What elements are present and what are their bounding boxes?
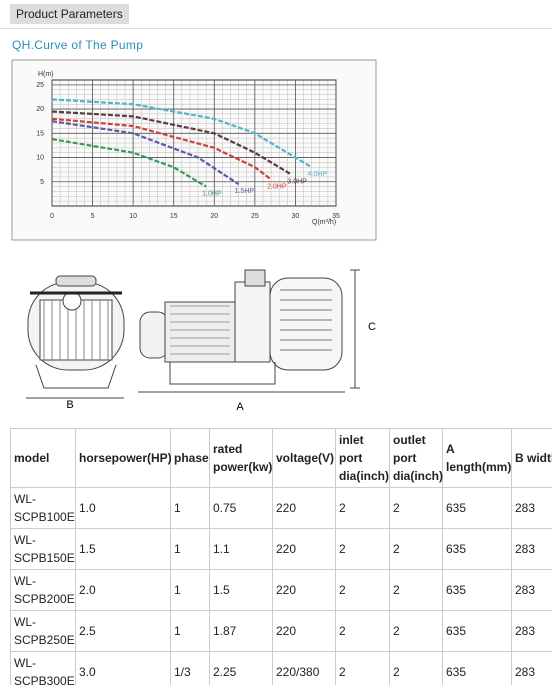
- pump-front: [26, 275, 125, 399]
- cell: 283: [511, 487, 552, 529]
- y-tick-label: 20: [36, 106, 44, 113]
- x-tick-label: 35: [332, 213, 340, 220]
- cell: 283: [511, 610, 552, 652]
- cell: 2: [335, 528, 390, 570]
- cell: 2: [335, 487, 390, 529]
- cell: 2: [335, 610, 390, 652]
- cell: 283: [511, 569, 552, 611]
- chart: 0 5 10 15 20 25 30 35 5 10 15 20 25 H(m) Q(m³/h) 4.0HP3…: [36, 71, 340, 226]
- cell: 2.25: [209, 651, 273, 685]
- cell: 1/3: [170, 651, 210, 685]
- cell: 220: [272, 610, 336, 652]
- curve: [51, 110, 292, 176]
- curve: [51, 138, 207, 188]
- curve: [51, 98, 313, 169]
- cell: 635: [442, 651, 512, 685]
- subtitle: QH.Curve of The Pump: [12, 38, 144, 52]
- x-tick-label: 30: [292, 213, 300, 220]
- cell: 2: [389, 651, 443, 685]
- x-axis-label: Q(m³/h): [312, 219, 336, 226]
- figures: 0 5 10 15 20 25 30 35 5 10 15 20 25 H(m) Q(m³/h) 4.0HP3…: [11, 59, 377, 413]
- x-tick-label: 25: [251, 213, 259, 220]
- header-row: model horsepower(HP) phase rated power(kw) v…: [10, 428, 552, 488]
- y-tick-label: 25: [36, 82, 44, 89]
- cell: 3.0: [75, 651, 171, 685]
- cell: 1: [170, 528, 210, 570]
- cell: 1.0: [75, 487, 171, 529]
- header-cell: A length(mm): [442, 428, 512, 488]
- header-cell: model: [10, 428, 76, 488]
- cell: 1.5: [209, 569, 273, 611]
- cell: 2.5: [75, 610, 171, 652]
- curve-label: 1.5HP: [235, 188, 255, 195]
- y-tick-label: 5: [40, 179, 44, 186]
- curve-label: 1.0HP: [202, 191, 222, 198]
- table-row: WL-SCPB200E 2.0 1 1.5 220 2 2 635 283: [10, 569, 552, 611]
- cell: 220: [272, 528, 336, 570]
- y-tick-label: 15: [36, 130, 44, 137]
- spec-table: model horsepower(HP) phase rated power(kw) v…: [10, 428, 552, 685]
- chart-frame: [11, 59, 377, 241]
- curve-label: 3.0HP: [287, 179, 307, 186]
- cell: WL-SCPB100E: [10, 487, 76, 529]
- header-cell: phase: [170, 428, 210, 488]
- header-cell: horsepower(HP): [75, 428, 172, 488]
- header-cell: B width(mm): [511, 428, 552, 488]
- cell: WL-SCPB200E: [10, 569, 76, 611]
- table-body: WL-SCPB100E 1.0 1 0.75 220 2 2 635 283 WL-SCPB150…: [10, 487, 552, 685]
- cell: 1: [170, 610, 210, 652]
- table-row: WL-SCPB150E 1.5 1 1.1 220 2 2 635 283: [10, 528, 552, 570]
- cell: 2: [335, 651, 390, 685]
- table-row: WL-SCPB300E 3.0 1/3 2.25 220/380 2 2 635 283: [10, 651, 552, 685]
- curve-label: 2.0HP: [267, 183, 287, 190]
- x-tick-label: 0: [50, 213, 54, 220]
- cell: WL-SCPB150E: [10, 528, 76, 570]
- cell: 2: [389, 569, 443, 611]
- header-cell: outlet port dia(inch): [389, 428, 443, 488]
- header-cell: inlet port dia(inch): [335, 428, 390, 488]
- dim-label: C: [368, 321, 376, 333]
- cell: 1.5: [75, 528, 171, 570]
- cell: 635: [442, 528, 512, 570]
- cell: 220: [272, 487, 336, 529]
- tab[interactable]: Product Parameters: [10, 4, 129, 24]
- cell: WL-SCPB250E: [10, 610, 76, 652]
- cell: 2.0: [75, 569, 171, 611]
- cell: 2: [389, 528, 443, 570]
- cell: 2: [335, 569, 390, 611]
- cell: 1: [170, 569, 210, 611]
- tab-bar: Product Parameters: [0, 0, 552, 29]
- cell: 2: [389, 610, 443, 652]
- curve: [51, 120, 240, 186]
- y-tick-label: 10: [36, 155, 44, 162]
- x-tick-label: 10: [129, 213, 137, 220]
- x-tick-label: 5: [91, 213, 95, 220]
- pump-side: [138, 269, 360, 393]
- cell: 1.87: [209, 610, 273, 652]
- cell: 0.75: [209, 487, 273, 529]
- cell: 1: [170, 487, 210, 529]
- cell: 1.1: [209, 528, 273, 570]
- header-cell: voltage(V): [272, 428, 336, 488]
- cell: 220/380: [272, 651, 336, 685]
- cell: 283: [511, 651, 552, 685]
- curve: [51, 117, 272, 181]
- cell: 635: [442, 487, 512, 529]
- header-cell: rated power(kw): [209, 428, 273, 488]
- cell: 2: [389, 487, 443, 529]
- dim-label: B: [66, 399, 73, 411]
- curve-label: 4.0HP: [308, 171, 328, 178]
- dim-label: A: [236, 401, 244, 413]
- cell: WL-SCPB300E: [10, 651, 76, 685]
- cell: 635: [442, 610, 512, 652]
- cell: 283: [511, 528, 552, 570]
- cell: 635: [442, 569, 512, 611]
- x-tick-label: 20: [210, 213, 218, 220]
- y-axis-label: H(m): [38, 71, 54, 78]
- table-row: WL-SCPB250E 2.5 1 1.87 220 2 2 635 283: [10, 610, 552, 652]
- cell: 220: [272, 569, 336, 611]
- x-tick-label: 15: [170, 213, 178, 220]
- table-row: WL-SCPB100E 1.0 1 0.75 220 2 2 635 283: [10, 487, 552, 529]
